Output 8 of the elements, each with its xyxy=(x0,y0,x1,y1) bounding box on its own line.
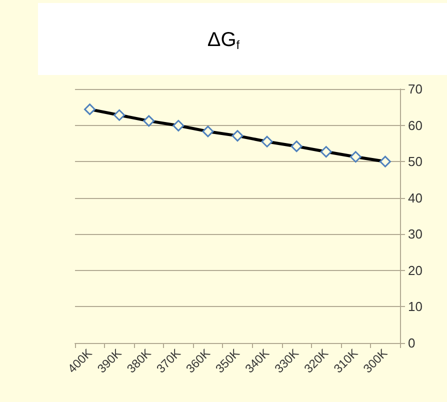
y-tick-label: 20 xyxy=(408,262,422,278)
y-tick-label: 60 xyxy=(408,118,422,133)
y-tick-label: 30 xyxy=(408,226,422,242)
y-tick-label: 10 xyxy=(408,299,422,314)
y-tick-label: 50 xyxy=(408,154,422,170)
y-tick-label: 0 xyxy=(408,336,416,350)
y-tick-label: 40 xyxy=(408,190,422,206)
y-tick-label: 70 xyxy=(408,82,422,96)
